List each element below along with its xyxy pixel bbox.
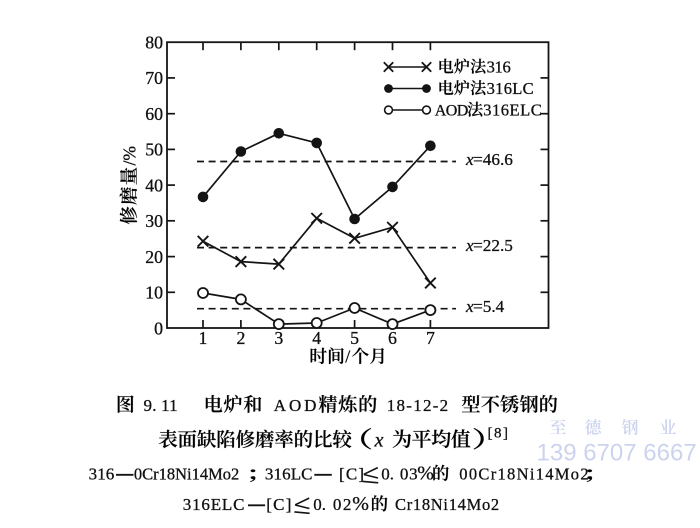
svg-text:x: x — [465, 150, 474, 169]
svg-text:=46.6: =46.6 — [473, 150, 513, 169]
svg-text:316: 316 — [89, 465, 115, 484]
svg-text:18-12-2: 18-12-2 — [387, 396, 450, 415]
svg-text:60: 60 — [145, 104, 163, 124]
svg-text:=22.5: =22.5 — [473, 236, 513, 255]
svg-text:139 6707 6667: 139 6707 6667 — [537, 440, 697, 467]
svg-text:0.: 0. — [381, 465, 394, 484]
svg-text:%: % — [417, 463, 434, 485]
svg-text:x: x — [465, 297, 474, 316]
svg-text:316: 316 — [487, 57, 511, 76]
svg-text:=5.4: =5.4 — [473, 297, 505, 316]
svg-text:0: 0 — [154, 318, 163, 338]
svg-text:1: 1 — [199, 328, 208, 348]
svg-text:7: 7 — [426, 328, 435, 348]
svg-text:4: 4 — [312, 328, 321, 348]
svg-text:%: % — [352, 493, 369, 515]
svg-text:[C]: [C] — [266, 495, 292, 514]
svg-text:316LC: 316LC — [487, 79, 534, 98]
svg-text:2: 2 — [236, 328, 245, 348]
svg-text:20: 20 — [145, 247, 163, 267]
svg-text:AOD: AOD — [435, 102, 468, 119]
svg-text:x: x — [465, 236, 474, 255]
svg-text:03: 03 — [400, 465, 418, 484]
svg-text:30: 30 — [145, 211, 163, 231]
svg-text:50: 50 — [145, 140, 163, 160]
svg-text:/%: /% — [119, 146, 139, 165]
svg-text:316ELC: 316ELC — [183, 495, 245, 514]
svg-text:AOD: AOD — [274, 396, 320, 415]
svg-text:[8]: [8] — [488, 426, 510, 442]
svg-text:[C]: [C] — [339, 465, 365, 484]
svg-text:3: 3 — [274, 328, 283, 348]
svg-text:Cr18Ni14Mo2: Cr18Ni14Mo2 — [395, 495, 500, 514]
svg-text:/: / — [345, 347, 350, 367]
svg-text:9. 11: 9. 11 — [144, 396, 178, 415]
svg-text:6: 6 — [388, 328, 397, 348]
svg-text:316ELC: 316ELC — [483, 100, 542, 119]
svg-text:02: 02 — [333, 495, 353, 514]
svg-text:0.: 0. — [313, 495, 326, 514]
svg-text:70: 70 — [145, 68, 163, 88]
svg-text:40: 40 — [145, 175, 163, 195]
svg-text:80: 80 — [145, 33, 163, 53]
svg-text:0Cr18Ni14Mo2: 0Cr18Ni14Mo2 — [134, 465, 239, 484]
svg-text:10: 10 — [145, 283, 163, 303]
svg-text:316LC: 316LC — [265, 465, 313, 484]
svg-text:00Cr18Ni14Mo2: 00Cr18Ni14Mo2 — [459, 465, 590, 484]
svg-text:x: x — [374, 429, 384, 451]
svg-text:5: 5 — [350, 328, 359, 348]
